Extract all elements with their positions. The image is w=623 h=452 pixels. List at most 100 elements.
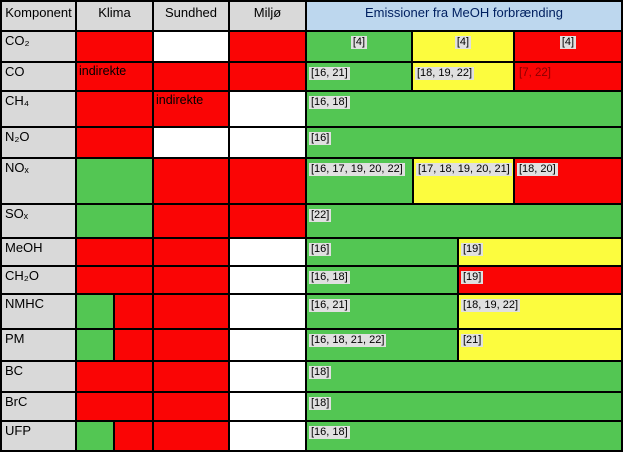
klima-rating-cell xyxy=(77,128,152,157)
klima-rating-cell xyxy=(77,239,152,265)
reference-label: [16, 21] xyxy=(309,67,350,80)
table-row: PM [16, 18, 21, 22] [21] xyxy=(2,330,621,360)
component-label: NOₓ xyxy=(2,159,75,203)
emission-segment: [4] xyxy=(515,32,621,61)
header-klima: Klima xyxy=(77,2,152,30)
miljo-rating-cell xyxy=(230,32,305,61)
component-label: PM xyxy=(2,330,75,360)
sundhed-rating-cell xyxy=(154,362,228,391)
emission-segment: [16] xyxy=(307,128,621,157)
reference-label: [19] xyxy=(461,243,484,256)
emissions-ref-cells: [16, 21] [18, 19, 22] [7, 22] xyxy=(307,63,621,90)
table-row: CH₄ indirekte [16, 18] xyxy=(2,92,621,126)
emission-segment: [18, 20] xyxy=(515,159,621,203)
indirect-note: indirekte xyxy=(79,64,127,78)
emission-segment: [16, 18] xyxy=(307,422,621,450)
miljo-rating-cell xyxy=(230,63,305,90)
miljo-rating-cell xyxy=(230,205,305,237)
miljo-rating-cell xyxy=(230,239,305,265)
emissions-ref-cells: [16, 18] [19] xyxy=(307,267,621,293)
miljo-rating-cell xyxy=(230,330,305,360)
sundhed-rating-cell xyxy=(154,330,228,360)
emission-segment: [16, 17, 19, 20, 22] xyxy=(307,159,412,203)
emissions-ref-cells: [16, 21] [18, 19, 22] xyxy=(307,295,621,328)
miljo-rating-cell xyxy=(230,128,305,157)
emissions-ref-cells: [16] xyxy=(307,128,621,157)
reference-label: [16] xyxy=(309,243,332,256)
klima-rating-cell xyxy=(77,330,152,360)
header-emissions-title: Emissioner fra MeOH forbrænding xyxy=(307,2,621,30)
emission-segment: [16, 21] xyxy=(307,295,457,328)
emission-segment: [17, 18, 19, 20, 21] xyxy=(414,159,513,203)
rating-segment xyxy=(115,422,152,450)
emissions-ref-cells: [18] xyxy=(307,393,621,420)
reference-label: [16, 18] xyxy=(309,96,350,109)
miljo-rating-cell xyxy=(230,267,305,293)
emission-segment: [7, 22] xyxy=(515,63,621,90)
klima-rating-cell xyxy=(77,422,152,450)
reference-label: [21] xyxy=(461,334,484,347)
sundhed-rating-cell xyxy=(154,295,228,328)
table-row: UFP [16, 18] xyxy=(2,422,621,450)
header-sundhed: Sundhed xyxy=(154,2,228,30)
table-row: NMHC [16, 21] [18, 19, 22] xyxy=(2,295,621,328)
emission-segment: [18] xyxy=(307,362,621,391)
component-label: CH₂O xyxy=(2,267,75,293)
miljo-rating-cell xyxy=(230,295,305,328)
emission-segment: [19] xyxy=(459,267,621,293)
emissions-ref-cells: [16, 18, 21, 22] [21] xyxy=(307,330,621,360)
header-miljo: Miljø xyxy=(230,2,305,30)
reference-label: [16, 21] xyxy=(309,299,350,312)
reference-label: [16, 18] xyxy=(309,271,350,284)
header-komponent: Komponent xyxy=(2,2,75,30)
table-row: MeOH [16] [19] xyxy=(2,239,621,265)
reference-label: [19] xyxy=(461,271,484,284)
emission-segment: [18, 19, 22] xyxy=(413,63,513,90)
sundhed-rating-cell xyxy=(154,205,228,237)
miljo-rating-cell xyxy=(230,159,305,203)
emission-segment: [18, 19, 22] xyxy=(459,295,621,328)
emission-segment: [21] xyxy=(459,330,621,360)
sundhed-rating-cell xyxy=(154,128,228,157)
component-label: MeOH xyxy=(2,239,75,265)
emission-segment: [16] xyxy=(307,239,457,265)
klima-rating-cell xyxy=(77,362,152,391)
table-row: CH₂O [16, 18] [19] xyxy=(2,267,621,293)
emissions-ref-cells: [16, 18] xyxy=(307,92,621,126)
miljo-rating-cell xyxy=(230,393,305,420)
emission-segment: [16, 21] xyxy=(307,63,411,90)
indirect-note: indirekte xyxy=(156,93,204,107)
klima-rating-cell xyxy=(77,393,152,420)
reference-label: [4] xyxy=(350,36,368,49)
klima-rating-cell xyxy=(77,159,152,203)
emission-segment: [16, 18, 21, 22] xyxy=(307,330,457,360)
sundhed-rating-cell xyxy=(154,159,228,203)
miljo-rating-cell xyxy=(230,422,305,450)
sundhed-rating-cell xyxy=(154,32,228,61)
reference-label: [16, 18, 21, 22] xyxy=(309,334,387,347)
rating-segment xyxy=(77,295,113,328)
sundhed-rating-cell xyxy=(154,239,228,265)
rating-segment xyxy=(77,422,113,450)
reference-label: [16, 17, 19, 20, 22] xyxy=(309,163,405,176)
component-label: CO xyxy=(2,63,75,90)
sundhed-rating-cell xyxy=(154,63,228,90)
emission-segment: [4] xyxy=(413,32,513,61)
emissions-ref-cells: [16] [19] xyxy=(307,239,621,265)
table-row: BC [18] xyxy=(2,362,621,391)
component-label: UFP xyxy=(2,422,75,450)
emissions-ref-cells: [22] xyxy=(307,205,621,237)
reference-label: [22] xyxy=(309,209,332,222)
reference-label: [4] xyxy=(454,36,472,49)
table-row: BrC [18] xyxy=(2,393,621,420)
emission-segment: [4] xyxy=(307,32,411,61)
reference-label: [18] xyxy=(309,397,332,410)
header-row: Komponent Klima Sundhed Miljø Emissioner… xyxy=(2,2,621,30)
klima-rating-cell xyxy=(77,92,152,126)
emissions-ref-cells: [18] xyxy=(307,362,621,391)
table-row: NOₓ [16, 17, 19, 20, 22] [17, 18, 19, 20,… xyxy=(2,159,621,203)
component-label: SOₓ xyxy=(2,205,75,237)
emission-segment: [19] xyxy=(459,239,621,265)
component-label: BC xyxy=(2,362,75,391)
emissions-ref-cells: [16, 18] xyxy=(307,422,621,450)
